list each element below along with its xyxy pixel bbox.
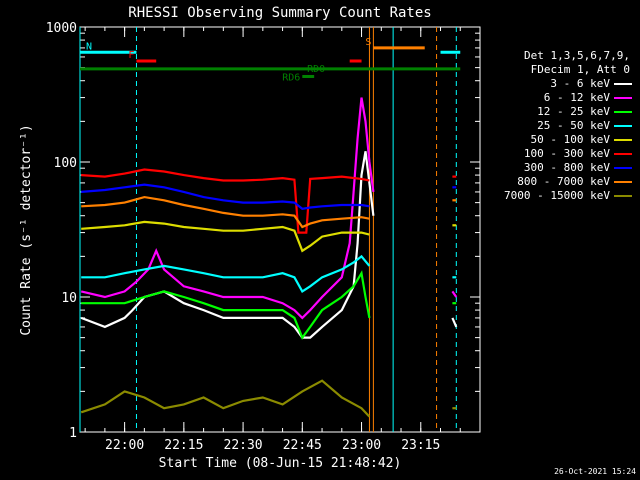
legend-entry-label: 100 - 300 keV <box>523 147 610 160</box>
legend-header-line: FDecim 1, Att 0 <box>531 63 630 76</box>
legend-entry-label: 800 - 7000 keV <box>517 175 610 188</box>
flag-label: RD0 <box>307 64 325 75</box>
legend-entry-label: FDecim 1, Att 0 <box>530 63 630 76</box>
series-line <box>81 220 370 253</box>
series-line <box>451 317 458 328</box>
legend-swatch <box>614 97 632 99</box>
legend-entry-label: Det 1,3,5,6,7,9, <box>524 49 630 62</box>
legend-swatch <box>614 181 632 183</box>
legend-swatch <box>614 125 632 127</box>
series-line <box>80 379 371 418</box>
series-line <box>81 254 371 293</box>
x-tick-label: 22:45 <box>283 438 322 453</box>
series-line <box>81 195 370 229</box>
vertical-markers <box>79 27 457 432</box>
x-axis-label: Start Time (08-Jun-15 21:48:42) <box>159 456 402 471</box>
legend-entry: 300 - 800 keV <box>524 161 632 174</box>
x-tick-label: 22:15 <box>164 438 203 453</box>
legend-entry-label: 12 - 25 keV <box>537 105 610 118</box>
legend-header-line: Det 1,3,5,6,7,9, <box>524 49 630 62</box>
legend-entry: 100 - 300 keV <box>524 147 632 160</box>
legend-entry-label: 7000 - 15000 keV <box>504 189 610 202</box>
flag-bars: N F RD0 RD6 S <box>80 37 461 83</box>
legend-swatch <box>614 83 632 85</box>
series-line <box>81 270 371 340</box>
series-line <box>80 151 375 339</box>
legend-entry: 3 - 6 keV <box>550 77 632 90</box>
legend-entry: 12 - 25 keV <box>537 105 632 118</box>
y-tick-label: 10 <box>61 291 77 306</box>
legend-swatch <box>614 167 632 169</box>
legend-swatch <box>614 139 632 141</box>
legend-entry-label: 25 - 50 keV <box>537 119 610 132</box>
x-tick-label: 22:00 <box>105 438 144 453</box>
legend-entry: 800 - 7000 keV <box>517 175 632 188</box>
axis-ticks: 22:00 22:15 22:30 22:45 23:00 23:15 1 10 100 1000 <box>46 21 481 453</box>
y-tick-label: 1 <box>69 426 77 441</box>
series-line <box>81 183 370 210</box>
legend-swatch <box>614 111 632 113</box>
y-axis-label: Count Rate (s⁻¹ detector⁻¹) <box>19 124 34 335</box>
legend-swatch <box>614 153 632 155</box>
flag-label: RD6 <box>282 72 300 83</box>
flag-label: N <box>86 41 92 52</box>
legend-swatch <box>614 195 632 197</box>
legend-entry: 6 - 12 keV <box>544 91 632 104</box>
legend-entry: 25 - 50 keV <box>537 119 632 132</box>
y-tick-label: 100 <box>54 156 77 171</box>
legend-entry-label: 300 - 800 keV <box>523 161 610 174</box>
x-tick-label: 22:30 <box>224 438 263 453</box>
legend-entry-label: 6 - 12 keV <box>543 91 610 104</box>
x-tick-label: 23:00 <box>342 438 381 453</box>
series-lines <box>80 97 458 418</box>
legend-entry: 50 - 100 keV <box>531 133 632 146</box>
legend-entry-label: 50 - 100 keV <box>530 133 610 146</box>
series-line <box>451 290 458 298</box>
x-tick-label: 23:15 <box>401 438 440 453</box>
legend-entry-label: 3 - 6 keV <box>550 77 610 90</box>
chart-title: RHESSI Observing Summary Count Rates <box>128 5 431 21</box>
timestamp: 26-Oct-2021 15:24 <box>554 467 636 476</box>
legend-entry: 7000 - 15000 keV <box>504 189 632 202</box>
y-tick-label: 1000 <box>46 21 77 36</box>
flag-label: F <box>128 50 134 61</box>
series-line <box>81 168 370 234</box>
flag-label: S <box>365 37 371 48</box>
